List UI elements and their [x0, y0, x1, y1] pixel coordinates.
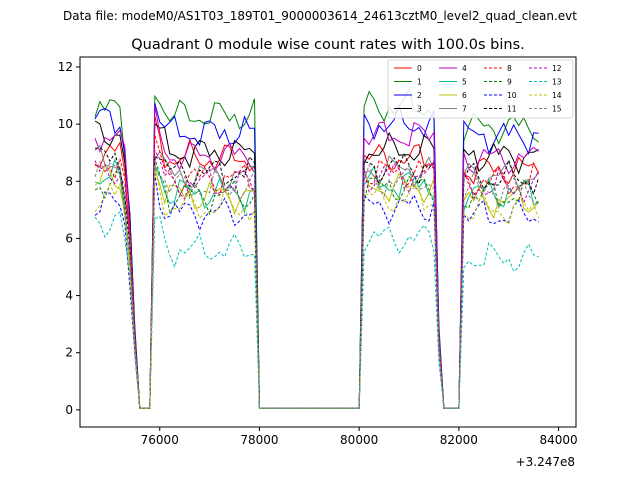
legend-label-12: 12	[552, 64, 562, 73]
legend-label-2: 2	[417, 91, 422, 100]
y-tick-label: 8	[65, 174, 73, 188]
legend-label-4: 4	[462, 64, 467, 73]
x-tick-label: 80000	[340, 433, 378, 447]
legend-label-14: 14	[552, 91, 562, 100]
y-tick-label: 0	[65, 403, 73, 417]
x-tick-label: 76000	[141, 433, 179, 447]
chart-suptitle: Data file: modeM0/AS1T03_189T01_90000036…	[63, 9, 577, 23]
legend-label-13: 13	[552, 78, 562, 87]
series-line-12	[94, 148, 540, 409]
legend-label-5: 5	[462, 78, 467, 87]
legend-frame	[387, 59, 574, 119]
plot-lines	[94, 87, 540, 409]
series-line-15	[94, 160, 539, 409]
x-tick-label: 78000	[240, 433, 278, 447]
y-tick-label: 12	[58, 60, 73, 74]
legend-label-6: 6	[462, 91, 467, 100]
legend-label-9: 9	[507, 78, 512, 87]
y-tick-label: 6	[65, 231, 73, 245]
legend-label-3: 3	[417, 105, 422, 114]
y-tick-label: 2	[65, 346, 73, 360]
legend-label-7: 7	[462, 105, 467, 114]
y-tick-label: 4	[65, 289, 73, 303]
legend-label-15: 15	[552, 105, 562, 114]
axes-frame	[79, 56, 577, 428]
legend-label-11: 11	[507, 105, 517, 114]
series-line-14	[94, 165, 540, 409]
legend-label-1: 1	[417, 78, 422, 87]
series-line-13	[94, 211, 539, 409]
legend-label-10: 10	[507, 91, 517, 100]
legend-label-0: 0	[417, 64, 422, 73]
chart-title: Quadrant 0 module wise count rates with …	[131, 37, 525, 53]
x-tick-label: 84000	[539, 433, 577, 447]
legend-label-8: 8	[507, 64, 512, 73]
x-offset-label: +3.247e8	[516, 455, 575, 469]
x-tick-label: 82000	[440, 433, 478, 447]
y-tick-label: 10	[58, 117, 73, 131]
